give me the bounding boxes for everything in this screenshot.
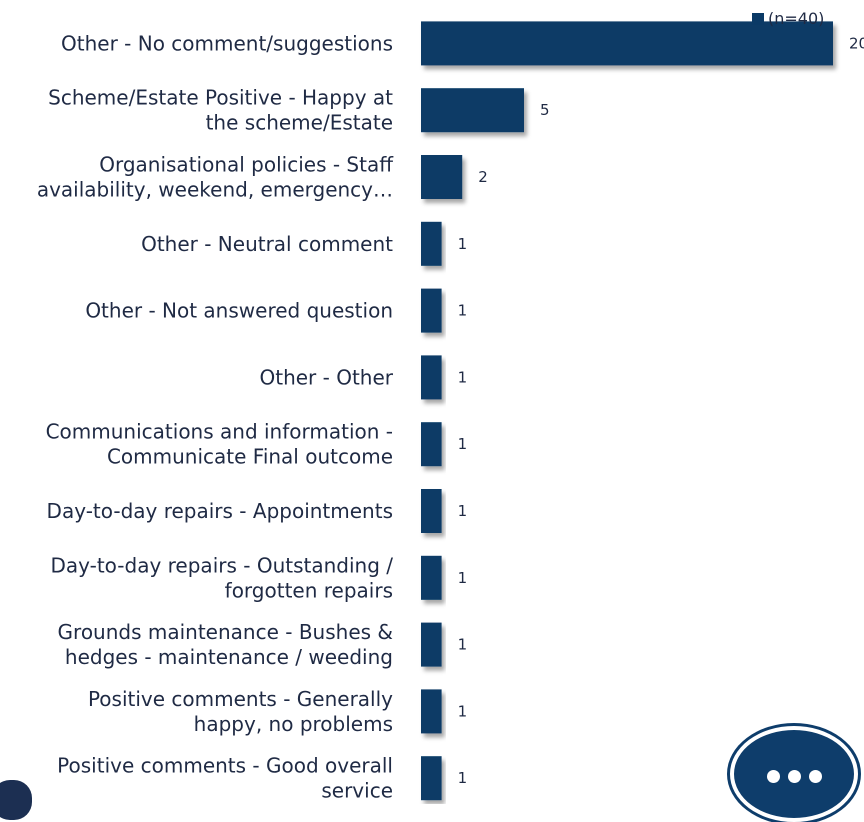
category-label-9: Day-to-day repairs - Outstanding / forgot…	[50, 553, 393, 602]
ellipsis-chat-icon	[734, 768, 854, 787]
legend: (n=40)	[752, 9, 824, 28]
legend-swatch	[752, 13, 764, 25]
data-label-2: 5	[540, 101, 550, 119]
data-label-11: 1	[458, 702, 468, 720]
data-label-8: 1	[458, 502, 468, 520]
category-label-12: Positive comments - Good overall service	[57, 754, 393, 803]
data-label-10: 1	[458, 636, 468, 654]
corner-decoration	[0, 780, 32, 820]
data-label-5: 1	[458, 302, 468, 320]
bar-6	[421, 355, 442, 400]
data-label-12: 1	[458, 769, 468, 787]
category-label-3: Organisational policies - Staff availabil…	[37, 153, 394, 202]
bar-4	[421, 221, 442, 266]
category-label-6: Other - Other	[259, 365, 393, 389]
bar-11	[421, 689, 442, 734]
bar-8	[421, 489, 442, 533]
category-label-1: Other - No comment/suggestions	[61, 31, 393, 55]
category-label-5: Other - Not answered question	[85, 299, 393, 323]
chat-button[interactable]	[730, 726, 858, 822]
category-label-4: Other - Neutral comment	[141, 232, 393, 256]
data-label-7: 1	[458, 435, 468, 453]
data-label-3: 2	[478, 168, 488, 186]
category-label-8: Day-to-day repairs - Appointments	[47, 499, 393, 523]
bar-1	[421, 21, 833, 66]
data-label-6: 1	[458, 368, 468, 386]
category-label-7: Communications and information -Communic…	[46, 420, 393, 469]
bar-2	[421, 88, 524, 133]
data-label-9: 1	[458, 569, 468, 587]
bar-12	[421, 756, 442, 801]
category-label-2: Scheme/Estate Positive - Happy at the sch…	[48, 86, 393, 135]
data-label-4: 1	[458, 235, 468, 253]
bar-5	[421, 288, 442, 333]
legend-label: (n=40)	[768, 9, 824, 28]
category-label-11: Positive comments - Generally happy, no p…	[88, 687, 393, 736]
data-label-1: 20	[849, 34, 864, 52]
bar-10	[421, 622, 442, 667]
bar-3	[421, 155, 463, 199]
bar-9	[421, 555, 442, 600]
bar-7	[421, 422, 442, 467]
category-label-10: Grounds maintenance - Bushes & hedges - m…	[58, 620, 393, 669]
bar-chart: 20 Other - No comment/suggestions 5 Scheme/…	[37, 9, 864, 803]
